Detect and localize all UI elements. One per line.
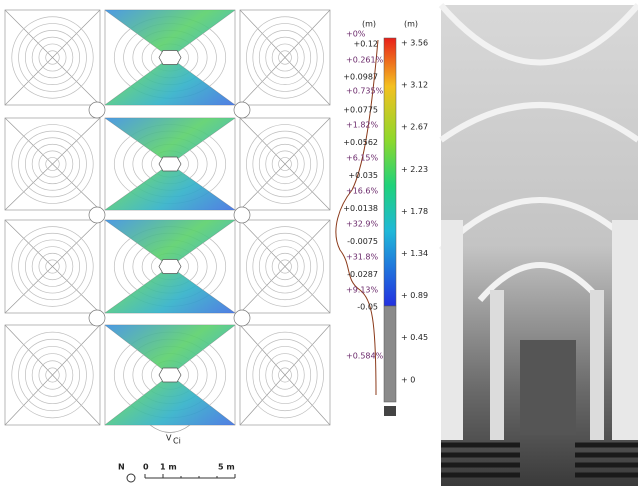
scale-label: 0 — [143, 463, 149, 472]
deviation-label: +0.0138 — [343, 204, 378, 213]
percent-label: +32.9% — [346, 220, 379, 229]
percent-label: +9.13% — [346, 286, 379, 295]
deviation-label: +0.0562 — [343, 138, 378, 147]
deviation-label: -0.0075 — [347, 237, 378, 246]
column — [89, 102, 105, 118]
deviation-label: +0.0775 — [343, 105, 378, 114]
percent-label: +0% — [346, 30, 366, 39]
rib — [240, 220, 330, 313]
rib — [5, 118, 100, 210]
height-label: + 1.34 — [401, 249, 428, 258]
colorbar-nodata — [384, 306, 396, 402]
scale-label: 1 m — [160, 463, 177, 472]
north: N — [118, 463, 125, 472]
boss — [159, 157, 181, 171]
plan-label: V — [166, 434, 172, 443]
percent-label: +6.15% — [346, 154, 379, 163]
column — [234, 102, 250, 118]
percent-label: +31.8% — [346, 253, 379, 262]
apse — [150, 425, 190, 433]
percent-label: +0.735% — [346, 87, 384, 96]
scale-label: 5 m — [218, 463, 235, 472]
north-symbol — [127, 474, 135, 482]
scale-bar: N 0 1 m 5 m — [118, 463, 235, 483]
rib — [5, 325, 100, 425]
boss — [159, 260, 181, 274]
height-label: + 2.23 — [401, 165, 428, 174]
column — [234, 207, 250, 223]
height-label: + 0.45 — [401, 333, 428, 342]
percent-label: +16.6% — [346, 187, 379, 196]
rib — [240, 118, 330, 210]
column — [89, 207, 105, 223]
deviation-label: +0.035 — [348, 171, 378, 180]
column — [234, 310, 250, 326]
height-label: + 2.67 — [401, 123, 428, 132]
figure: V Ci N 0 1 m 5 m (m) (m) +0.12 +0.0987 +0.… — [0, 0, 638, 486]
plan-label-sub: Ci — [173, 437, 181, 446]
colorbar-cap — [384, 406, 396, 416]
unit-left: (m) — [362, 20, 376, 29]
height-label: + 0.89 — [401, 291, 428, 300]
percent-label: +0.584% — [346, 352, 384, 361]
deviation-label: -0.0287 — [347, 270, 378, 279]
rib — [5, 220, 100, 313]
height-label: + 0 — [401, 375, 415, 384]
deviation-label: +0.0987 — [343, 72, 378, 81]
rib — [5, 10, 100, 105]
plan — [5, 10, 330, 433]
height-label: + 3.12 — [401, 81, 428, 90]
boss — [159, 368, 181, 382]
column — [89, 310, 105, 326]
colorbar — [384, 38, 396, 306]
rib — [240, 325, 330, 425]
height-label: + 1.78 — [401, 207, 428, 216]
deviation-label: -0.05 — [357, 303, 378, 312]
photo — [441, 5, 638, 486]
scale-line — [145, 474, 235, 478]
boss — [159, 51, 181, 65]
percent-label: +0.261% — [346, 56, 384, 65]
height-label: + 3.56 — [401, 39, 428, 48]
deviation-label: +0.12 — [353, 40, 378, 49]
percent-label: +1.82% — [346, 121, 379, 130]
rib — [240, 10, 330, 105]
unit-right: (m) — [404, 20, 418, 29]
